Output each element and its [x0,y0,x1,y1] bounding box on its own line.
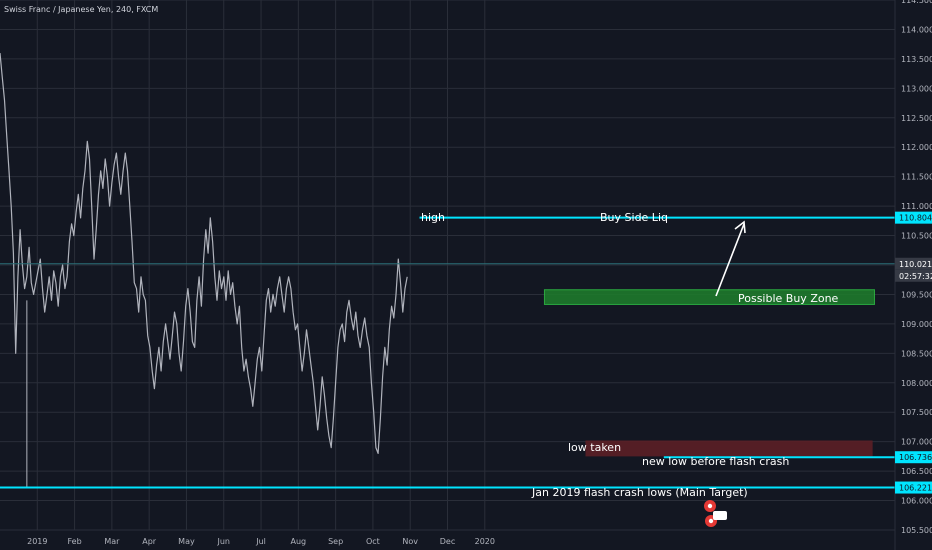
x-tick-label: Jul [255,537,266,546]
low-taken-label: low taken [568,441,621,454]
x-tick-label: May [178,537,195,546]
chart-title: Swiss Franc / Japanese Yen, 240, FXCM [4,5,158,14]
time-axis[interactable]: 2019 Feb Mar Apr May Jun Jul Aug Sep Oct Nov Dec 202… [0,529,895,546]
y-tick-label: 110.500 [901,232,932,241]
flash-crash-label: Jan 2019 flash crash lows (Main Target) [531,486,748,499]
new-low-label: new low before flash crash [642,455,789,468]
price-label-value: 106.736 [899,453,932,462]
price-axis[interactable]: 105.500 106.000 106.500 107.000 107.500 108.0… [894,0,932,550]
high-label: high [421,211,445,224]
price-series [0,52,408,488]
y-tick-label: 106.000 [901,497,932,506]
price-label-value: 110.804 [899,214,932,223]
x-tick-label: Sep [328,537,343,546]
y-tick-label: 105.500 [901,526,932,535]
x-tick-label: Nov [402,537,418,546]
y-tick-label: 111.000 [901,202,932,211]
buy-side-liq-label: Buy Side Liq [600,211,668,224]
price-label-value: 110.021 [899,260,932,269]
price-label-box [895,257,932,270]
x-tick-label: Jun [217,537,231,546]
x-tick-label: Feb [67,537,81,546]
price-label-value: 106.221 [899,484,932,493]
y-tick-label: 106.500 [901,467,932,476]
countdown-box [895,269,932,282]
x-tick-label: Oct [366,537,380,546]
x-tick-label: 2020 [475,537,495,546]
y-tick-label: 113.000 [901,84,932,93]
y-tick-label: 109.500 [901,290,932,299]
y-tick-label: 112.000 [901,143,932,152]
x-tick-label: 2019 [27,537,47,546]
price-label-box [895,481,932,494]
countdown-value: 02:57:32 [899,272,932,281]
y-tick-label: 109.000 [901,320,932,329]
possible-buy-zone-label: Possible Buy Zone [738,292,839,305]
up-arrow-icon[interactable] [715,220,746,297]
y-tick-label: 107.000 [901,438,932,447]
y-tick-label: 113.500 [901,55,932,64]
y-tick-label: 112.500 [901,114,932,123]
target-zone [585,440,873,457]
x-tick-label: Mar [104,537,120,546]
price-label-box [895,211,932,224]
grid-lines [0,0,895,531]
y-tick-label: 111.500 [901,173,932,182]
x-tick-label: Aug [291,537,307,546]
y-tick-label: 114.000 [901,25,932,34]
event-flag-icon[interactable] [704,500,727,527]
y-tick-label: 107.500 [901,408,932,417]
price-label-box [895,451,932,464]
y-tick-label: 114.500 [901,0,932,5]
x-tick-label: Dec [440,537,455,546]
y-tick-label: 108.500 [901,349,932,358]
possible-buy-zone-box[interactable] [543,289,875,305]
y-tick-label: 108.000 [901,379,932,388]
x-tick-label: Apr [142,537,157,546]
price-line [0,52,408,454]
